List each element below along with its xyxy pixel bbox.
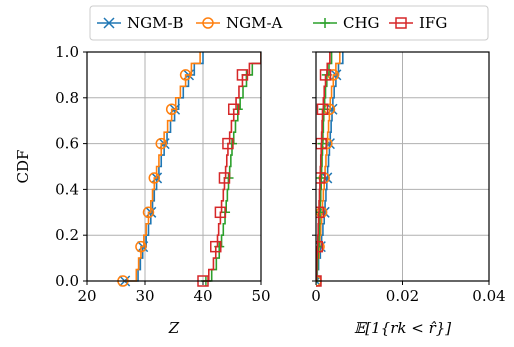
- y-tick-label: 0.4: [55, 180, 79, 198]
- data-point-ngm-a: [135, 240, 147, 253]
- x-tick-label: 0.04: [472, 287, 505, 305]
- data-point-ifg: [222, 137, 234, 150]
- data-point-ifg: [316, 206, 325, 219]
- legend-label: CHG: [343, 14, 380, 32]
- y-tick-label: 0.0: [55, 272, 79, 290]
- legend-marker: [202, 17, 214, 29]
- legend-entry-ngm-b: NGM-B: [97, 14, 184, 32]
- legend-frame: [89, 5, 489, 41]
- data-point-ngm-a: [148, 172, 161, 184]
- data-point-ifg: [210, 240, 222, 253]
- data-point-ifg: [214, 206, 227, 219]
- plot-area: [117, 52, 261, 287]
- legend-entry-ngm-a: NGM-A: [196, 14, 283, 32]
- data-point-ifg: [236, 69, 249, 81]
- data-point-ifg: [227, 103, 240, 115]
- data-point-ngm-a: [155, 137, 167, 150]
- x-tick-label: 20: [77, 287, 96, 305]
- data-point-ifg: [319, 69, 332, 81]
- x-tick-label: 0.02: [386, 287, 419, 305]
- series-line-ngm-a: [122, 52, 201, 282]
- panel-1: 20 30 40 50 0.0 0.2 0.4 0.6 0.8 1.0 Z CDF: [14, 43, 271, 337]
- legend-marker: [395, 17, 407, 29]
- legend-entry-ifg: IFG: [389, 14, 447, 32]
- axes-frame: [86, 51, 262, 282]
- legend: NGM-B NGM-A CHG IFG: [89, 5, 489, 41]
- legend-marker: [103, 17, 115, 29]
- data-point-ifg: [218, 172, 231, 184]
- x-axis-label: Z: [168, 319, 180, 337]
- series-line-ifg: [316, 52, 331, 282]
- legend-entry-chg: CHG: [313, 14, 380, 32]
- panels: 20 30 40 50 0.0 0.2 0.4 0.6 0.8 1.0 Z CDF 0 0.02 0.04 𝔼…: [14, 43, 506, 337]
- x-tick-label: 0: [311, 287, 321, 305]
- data-point-ifg: [316, 103, 329, 115]
- x-tick-label: 30: [135, 287, 154, 305]
- y-axis-label: CDF: [14, 150, 32, 184]
- y-tick-label: 0.8: [55, 89, 79, 107]
- x-tick-label: 50: [251, 287, 270, 305]
- y-tick-label: 0.6: [55, 135, 79, 153]
- y-tick-label: 1.0: [55, 43, 79, 61]
- data-point-ngm-a: [165, 103, 178, 115]
- x-axis-label: 𝔼[1{rk < r̂}]: [354, 319, 451, 337]
- series-ifg: [197, 52, 261, 287]
- data-point-ifg: [316, 240, 324, 253]
- x-tick-label: 40: [193, 287, 212, 305]
- data-point-ngm-a: [179, 69, 192, 81]
- legend-label: IFG: [419, 14, 447, 32]
- legend-label: NGM-B: [127, 14, 184, 32]
- series-line-ifg: [203, 52, 261, 282]
- legend-label: NGM-A: [226, 14, 283, 32]
- data-point-ngm-a: [142, 206, 155, 219]
- data-point-ifg: [316, 172, 326, 184]
- legend-marker: [320, 18, 330, 28]
- y-tick-label: 0.2: [55, 226, 79, 244]
- panel-2: 0 0.02 0.04 𝔼[1{rk < r̂}]: [311, 51, 506, 337]
